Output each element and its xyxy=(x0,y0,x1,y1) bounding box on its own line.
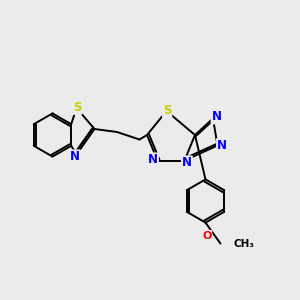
Text: O: O xyxy=(202,231,211,241)
Text: S: S xyxy=(73,101,81,114)
Text: N: N xyxy=(70,150,80,164)
Text: N: N xyxy=(217,139,227,152)
Text: S: S xyxy=(163,104,171,117)
Text: N: N xyxy=(148,153,158,167)
Text: N: N xyxy=(182,156,192,170)
Text: CH₃: CH₃ xyxy=(233,238,254,249)
Text: N: N xyxy=(212,110,222,124)
